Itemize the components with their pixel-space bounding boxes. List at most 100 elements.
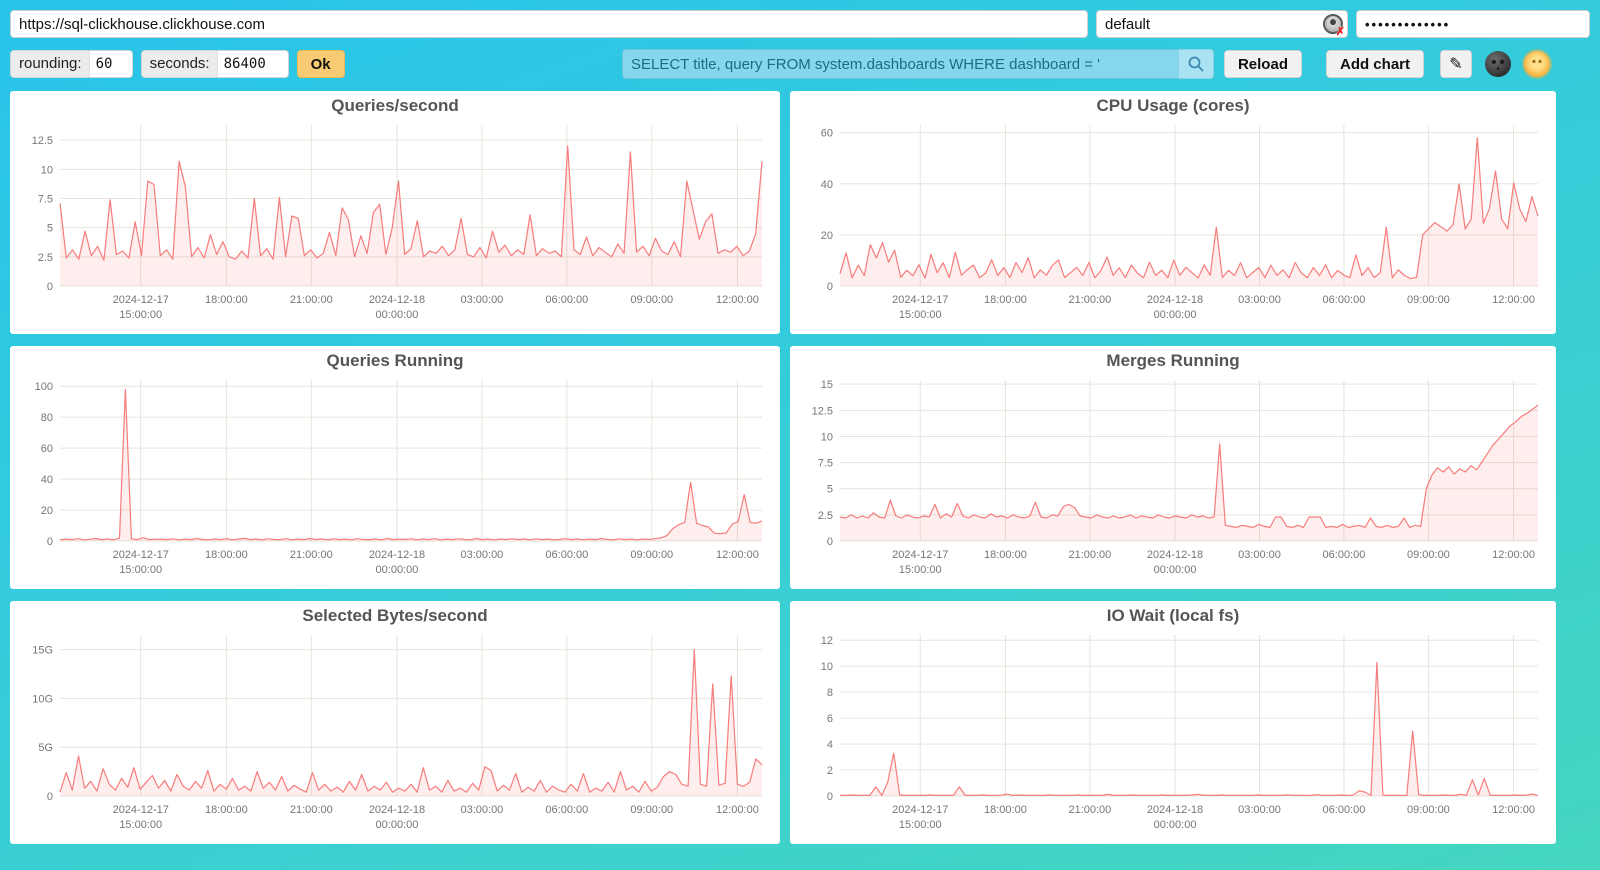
svg-text:15:00:00: 15:00:00: [119, 564, 162, 576]
svg-text:00:00:00: 00:00:00: [1154, 819, 1197, 831]
svg-text:4: 4: [827, 739, 833, 751]
svg-text:12:00:00: 12:00:00: [716, 804, 759, 816]
svg-text:80: 80: [41, 412, 53, 424]
chart-panel-merges-running: Merges Running 0 2.5 5 7.5 10 12.5 15 2024-12-1…: [790, 346, 1556, 589]
svg-text:06:00:00: 06:00:00: [545, 804, 588, 816]
server-url-input[interactable]: [10, 10, 1088, 38]
run-query-button[interactable]: [1177, 49, 1214, 79]
svg-text:5: 5: [47, 223, 53, 235]
svg-text:00:00:00: 00:00:00: [376, 819, 419, 831]
chart-title: Selected Bytes/second: [302, 606, 488, 625]
svg-text:09:00:00: 09:00:00: [1407, 804, 1450, 816]
svg-text:00:00:00: 00:00:00: [1154, 309, 1197, 321]
svg-text:03:00:00: 03:00:00: [1238, 804, 1281, 816]
rounding-input[interactable]: [89, 51, 132, 77]
svg-text:03:00:00: 03:00:00: [460, 294, 503, 306]
dark-theme-moon-icon[interactable]: [1485, 51, 1511, 77]
connection-bar: [10, 10, 1590, 38]
svg-text:6: 6: [827, 713, 833, 725]
chart-plot-selected-bytes[interactable]: 0 5G 10G 15G 2024-12-17 15:00:00 18:00:00 21:00…: [14, 627, 776, 840]
svg-text:2024-12-18: 2024-12-18: [1147, 294, 1203, 306]
svg-text:10G: 10G: [32, 693, 53, 705]
svg-text:0: 0: [47, 791, 53, 803]
svg-text:2024-12-18: 2024-12-18: [1147, 804, 1203, 816]
chart-title: IO Wait (local fs): [1106, 606, 1240, 625]
chart-title: Queries Running: [326, 351, 464, 370]
svg-text:15:00:00: 15:00:00: [899, 819, 942, 831]
svg-text:2024-12-18: 2024-12-18: [1147, 549, 1203, 561]
user-input[interactable]: [1096, 10, 1348, 38]
svg-text:12:00:00: 12:00:00: [716, 549, 759, 561]
chart-title: Queries/second: [331, 96, 459, 115]
seconds-label: seconds:: [141, 51, 218, 77]
svg-text:2024-12-17: 2024-12-17: [113, 294, 169, 306]
edit-pencil-button[interactable]: ✎: [1440, 50, 1472, 78]
svg-text:21:00:00: 21:00:00: [290, 549, 333, 561]
rounding-param: rounding:: [10, 50, 133, 78]
svg-text:12:00:00: 12:00:00: [1492, 549, 1535, 561]
chart-plot-merges-running[interactable]: 0 2.5 5 7.5 10 12.5 15 2024-12-17 15:00:00 18:00:…: [794, 372, 1552, 585]
charts-grid: Queries/second 0 2.5 5 7.5 10 12.5 2024-12-17 1…: [10, 91, 1590, 844]
ok-button[interactable]: Ok: [296, 50, 345, 78]
svg-text:12:00:00: 12:00:00: [1492, 294, 1535, 306]
chart-plot-queries-second[interactable]: 0 2.5 5 7.5 10 12.5 2024-12-17 15:00:00 18:00:00…: [14, 117, 776, 330]
chart-plot-cpu-usage[interactable]: 0 20 40 60 2024-12-17 15:00:00 18:00:00 21:00:0…: [794, 117, 1552, 330]
svg-text:7.5: 7.5: [818, 458, 833, 470]
magnifier-icon: [1188, 56, 1204, 72]
svg-text:21:00:00: 21:00:00: [290, 804, 333, 816]
password-input[interactable]: [1356, 10, 1590, 38]
svg-text:20: 20: [821, 230, 833, 242]
svg-text:21:00:00: 21:00:00: [1068, 804, 1111, 816]
svg-text:00:00:00: 00:00:00: [376, 564, 419, 576]
svg-text:40: 40: [41, 474, 53, 486]
chart-panel-queries-running: Queries Running 0 20 40 60 80 100 2024-12-17 15…: [10, 346, 780, 589]
light-theme-sun-icon[interactable]: [1524, 51, 1550, 77]
svg-text:2.5: 2.5: [38, 252, 53, 264]
user-field-wrap: [1096, 10, 1348, 38]
svg-text:40: 40: [821, 179, 833, 191]
add-chart-button[interactable]: Add chart: [1325, 50, 1424, 78]
svg-text:18:00:00: 18:00:00: [205, 294, 248, 306]
chart-panel-io-wait: IO Wait (local fs) 0 2 4 6 8 10 12 2024-12-17 15…: [790, 601, 1556, 844]
svg-text:2024-12-18: 2024-12-18: [369, 804, 425, 816]
svg-text:2024-12-17: 2024-12-17: [892, 804, 948, 816]
chart-plot-queries-running[interactable]: 0 20 40 60 80 100 2024-12-17 15:00:00 18:00:00 21…: [14, 372, 776, 585]
chart-plot-io-wait[interactable]: 0 2 4 6 8 10 12 2024-12-17 15:00:00 18:00:00 21:00…: [794, 627, 1552, 840]
svg-text:15:00:00: 15:00:00: [899, 564, 942, 576]
svg-text:18:00:00: 18:00:00: [984, 804, 1027, 816]
chart-panel-selected-bytes: Selected Bytes/second 0 5G 10G 15G 2024-12-1…: [10, 601, 780, 844]
svg-text:2024-12-18: 2024-12-18: [369, 549, 425, 561]
svg-text:0: 0: [47, 281, 53, 293]
svg-text:18:00:00: 18:00:00: [205, 804, 248, 816]
svg-text:00:00:00: 00:00:00: [1154, 564, 1197, 576]
svg-text:12:00:00: 12:00:00: [1492, 804, 1535, 816]
auth-status-icon: [1323, 14, 1345, 38]
svg-text:12.5: 12.5: [32, 135, 53, 147]
svg-text:20: 20: [41, 505, 53, 517]
chart-title: CPU Usage (cores): [1096, 96, 1250, 115]
svg-text:18:00:00: 18:00:00: [984, 294, 1027, 306]
svg-text:2024-12-18: 2024-12-18: [369, 294, 425, 306]
chart-panel-queries-second: Queries/second 0 2.5 5 7.5 10 12.5 2024-12-17 1…: [10, 91, 780, 334]
svg-text:10: 10: [821, 431, 833, 443]
dashboard-query-input[interactable]: [621, 49, 1178, 79]
svg-text:03:00:00: 03:00:00: [460, 549, 503, 561]
svg-text:10: 10: [821, 661, 833, 673]
svg-text:5G: 5G: [38, 742, 53, 754]
seconds-input[interactable]: [217, 51, 288, 77]
svg-text:06:00:00: 06:00:00: [1323, 549, 1366, 561]
svg-text:03:00:00: 03:00:00: [1238, 549, 1281, 561]
reload-button[interactable]: Reload: [1223, 50, 1302, 78]
svg-text:7.5: 7.5: [38, 194, 53, 206]
svg-text:10: 10: [41, 164, 53, 176]
svg-text:03:00:00: 03:00:00: [460, 804, 503, 816]
controls-bar: rounding: seconds: Ok Reload Add chart ✎: [10, 49, 1590, 79]
svg-text:15:00:00: 15:00:00: [119, 309, 162, 321]
svg-text:00:00:00: 00:00:00: [376, 309, 419, 321]
svg-text:0: 0: [827, 281, 833, 293]
svg-text:09:00:00: 09:00:00: [1407, 294, 1450, 306]
svg-text:2.5: 2.5: [818, 510, 833, 522]
svg-text:2024-12-17: 2024-12-17: [113, 804, 169, 816]
svg-text:06:00:00: 06:00:00: [1323, 804, 1366, 816]
svg-text:18:00:00: 18:00:00: [205, 549, 248, 561]
